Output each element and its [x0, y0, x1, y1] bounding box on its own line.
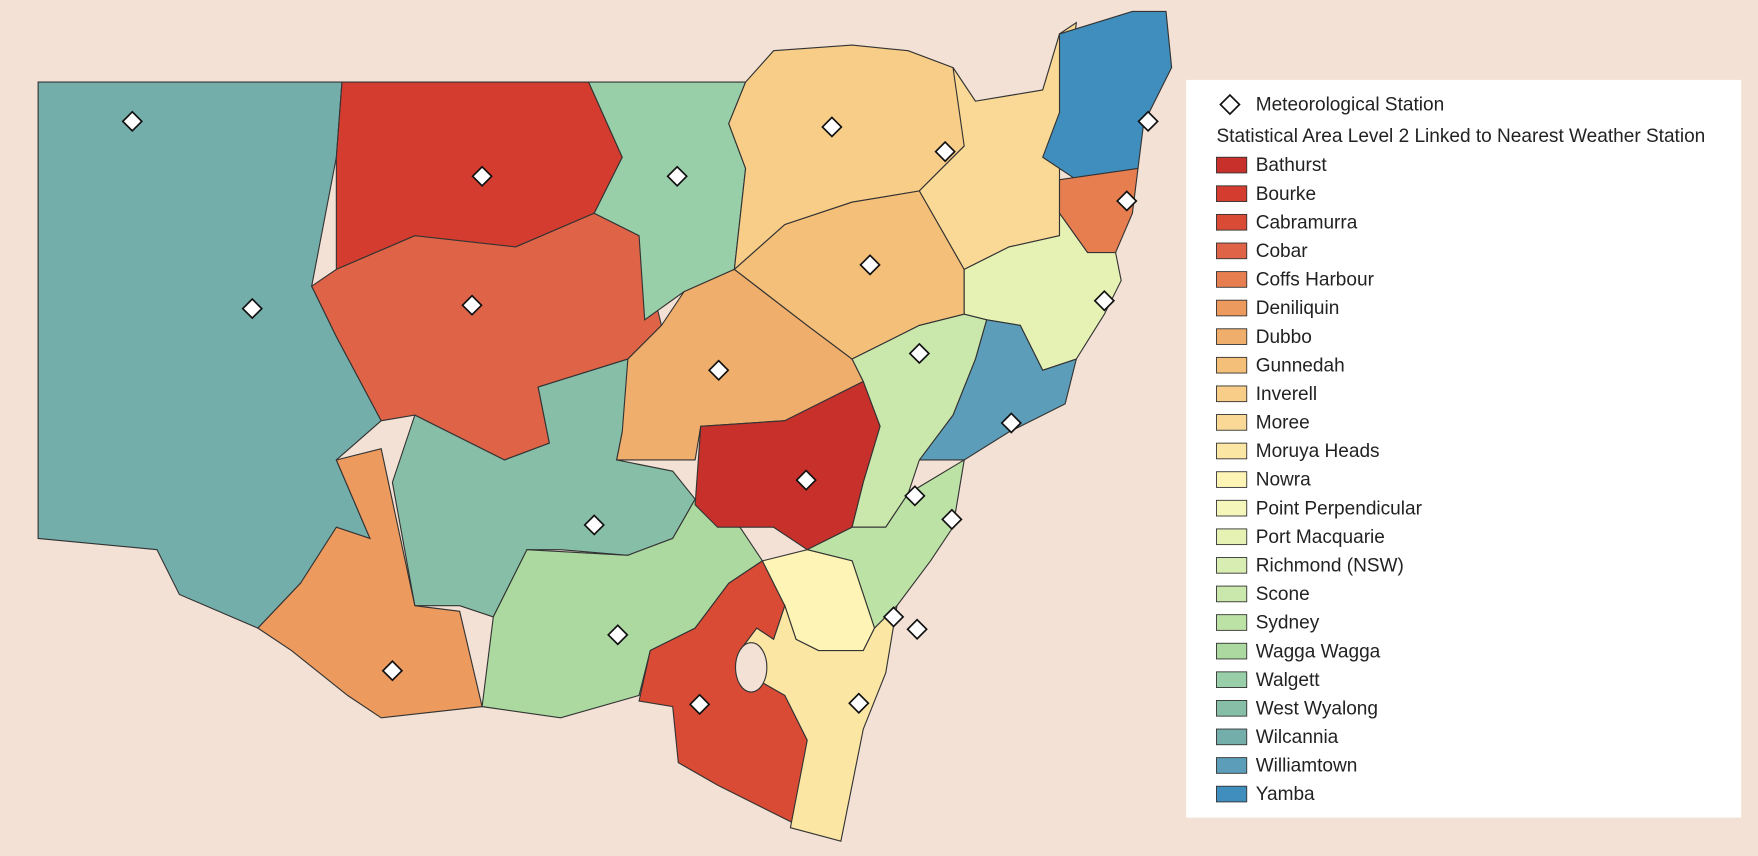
station-marker — [1093, 290, 1116, 312]
legend-swatch — [1216, 699, 1248, 717]
legend-swatch — [1216, 328, 1248, 345]
station-marker — [882, 606, 905, 628]
legend-label: Bathurst — [1256, 155, 1328, 176]
legend-label: Point Perpendicular — [1256, 498, 1423, 519]
legend-label: Scone — [1256, 584, 1310, 605]
station-marker — [848, 692, 870, 714]
station-marker — [241, 297, 263, 320]
legend-label: Moree — [1256, 413, 1310, 434]
stations — [121, 110, 1159, 716]
station-marker — [121, 110, 144, 133]
legend-swatch — [1216, 156, 1248, 174]
station-marker — [607, 624, 629, 646]
legend-label: Dubbo — [1256, 327, 1312, 348]
legend-swatch — [1216, 471, 1248, 488]
legend-label: Cobar — [1256, 241, 1309, 262]
station-marker — [471, 165, 493, 187]
legend-label: Sydney — [1256, 613, 1320, 634]
station-marker — [381, 660, 404, 682]
legend-label: Inverell — [1256, 384, 1317, 405]
legend-label: Bourke — [1256, 184, 1316, 205]
legend-label: Port Macquarie — [1256, 527, 1385, 548]
station-marker — [906, 618, 928, 640]
legend-swatch — [1216, 385, 1248, 403]
station-marker — [666, 165, 688, 187]
legend-label: Cabramurra — [1256, 212, 1358, 233]
legend-swatch — [1216, 356, 1248, 374]
legend-marker-label: Meteorological Station — [1256, 95, 1444, 116]
legend-swatch — [1216, 671, 1248, 689]
station-marker — [1137, 110, 1159, 133]
legend-swatch — [1216, 442, 1248, 460]
legend-swatch — [1216, 271, 1248, 288]
legend-items: Bathurst Bourke Cabramurra Cobar Coffs Harbo… — [1216, 155, 1423, 805]
station-marker — [904, 485, 926, 507]
legend-swatch — [1216, 499, 1248, 517]
legend-swatch — [1216, 642, 1248, 660]
legend-swatch — [1216, 299, 1248, 317]
station-marker — [941, 508, 963, 531]
act-hole — [734, 642, 768, 693]
legend-swatch — [1216, 585, 1248, 603]
legend-box — [1186, 79, 1742, 818]
station-marker — [461, 294, 483, 316]
station-marker — [795, 469, 817, 491]
legend-swatch — [1216, 785, 1248, 803]
legend-label: Moruya Heads — [1256, 441, 1380, 462]
legend-label: Coffs Harbour — [1256, 270, 1375, 291]
station-marker — [908, 342, 931, 365]
legend-marker — [1219, 93, 1241, 116]
legend-swatch — [1216, 757, 1248, 774]
legend-swatch — [1216, 728, 1248, 746]
legend-swatch — [1216, 414, 1248, 431]
legend-label: Nowra — [1256, 470, 1311, 491]
legend-label: Yamba — [1256, 784, 1315, 805]
station-marker — [934, 140, 956, 163]
legend-label: Wagga Wagga — [1256, 641, 1381, 662]
legend-swatch — [1216, 557, 1248, 574]
legend-swatch — [1216, 242, 1248, 260]
legend-label: Gunnedah — [1256, 355, 1345, 376]
regions — [37, 10, 1173, 842]
station-marker — [821, 116, 843, 138]
region — [851, 313, 988, 528]
station-marker — [859, 254, 881, 276]
station-marker — [707, 359, 730, 381]
legend-label: West Wyalong — [1256, 698, 1378, 719]
legend-swatch — [1216, 213, 1248, 231]
legend-label: Williamtown — [1256, 756, 1358, 777]
region — [257, 448, 483, 719]
region — [1042, 10, 1173, 181]
legend-label: Wilcannia — [1256, 727, 1339, 748]
station-marker — [583, 514, 605, 536]
legend-swatch — [1216, 614, 1248, 631]
legend-label: Walgett — [1256, 670, 1321, 691]
legend-swatch — [1216, 528, 1248, 546]
legend-swatch — [1216, 185, 1248, 202]
station-marker — [1000, 412, 1023, 434]
station-marker — [688, 693, 711, 716]
legend-title: Statistical Area Level 2 Linked to Neare… — [1216, 126, 1705, 147]
legend-label: Deniliquin — [1256, 298, 1340, 319]
station-marker — [1116, 190, 1138, 212]
legend-label: Richmond (NSW) — [1256, 555, 1404, 576]
